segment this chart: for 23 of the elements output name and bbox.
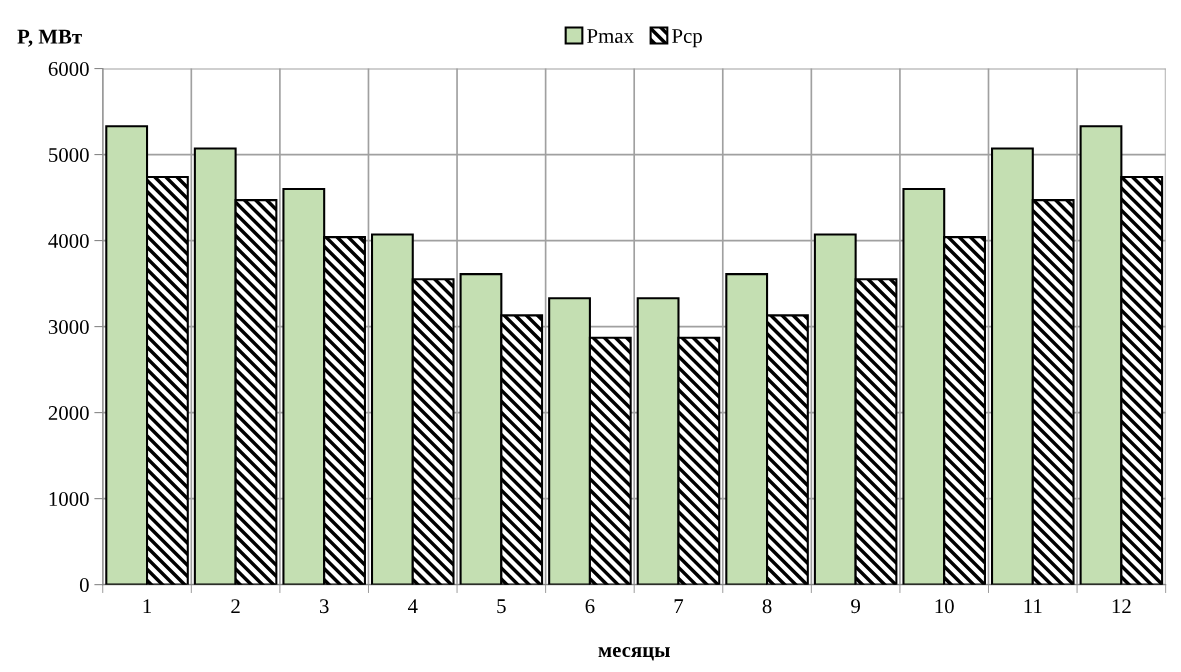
x-tick-label: 11 <box>1024 599 1042 613</box>
y-tick-label: 6000 <box>48 61 89 76</box>
x-tick-label: 7 <box>674 599 684 613</box>
x-tick-label: 5 <box>497 599 506 614</box>
y-tick-label: 0 <box>79 578 89 593</box>
x-tick-label: 12 <box>1112 599 1131 613</box>
x-tick-label: 10 <box>935 599 954 614</box>
x-tick-label: 4 <box>407 599 418 613</box>
y-tick-label: 4000 <box>48 233 89 249</box>
y-axis-title: P, МВт <box>17 29 82 47</box>
y-tick-label: 2000 <box>48 405 89 421</box>
y-tick-label: 1000 <box>49 492 89 507</box>
legend-label: Pmax <box>587 29 634 43</box>
x-tick-label: 1 <box>143 599 151 613</box>
x-tick-label: 6 <box>585 599 595 614</box>
y-tick-label: 3000 <box>48 319 89 335</box>
x-axis-title: месяцы <box>598 647 670 661</box>
x-tick-label: 9 <box>851 599 860 614</box>
y-tick-label: 5000 <box>49 147 89 162</box>
x-tick-label: 3 <box>319 599 329 614</box>
x-tick-label: 8 <box>762 599 772 614</box>
x-tick-label: 2 <box>231 599 240 613</box>
legend-label: Pср <box>672 29 702 48</box>
